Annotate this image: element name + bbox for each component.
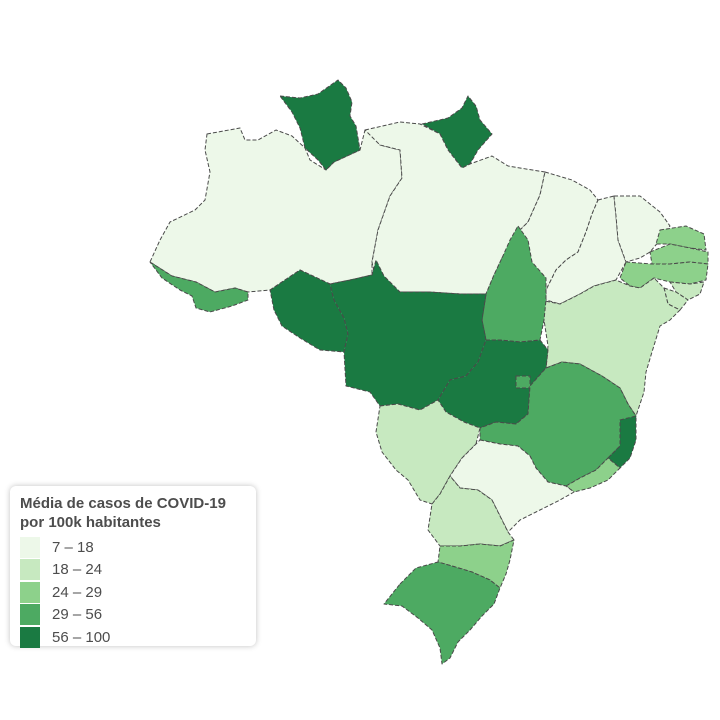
legend-title: Média de casos de COVID-19 por 100k habi… (20, 494, 246, 532)
legend-title-line1: Média de casos de COVID-19 (20, 495, 226, 512)
legend-item: 18 – 24 (20, 559, 246, 582)
legend-label: 56 – 100 (52, 628, 111, 646)
legend-item: 29 – 56 (20, 604, 246, 627)
state-rio-grande-do-sul[interactable] (383, 561, 501, 665)
state-rio-grande-do-norte[interactable] (655, 225, 707, 251)
legend-swatch (20, 559, 40, 581)
legend-swatch (20, 536, 40, 558)
legend-swatch (20, 604, 40, 626)
state-mato-grosso-do-sul[interactable] (375, 399, 481, 505)
legend-label: 18 – 24 (52, 561, 103, 579)
state-amapa[interactable] (421, 95, 493, 169)
legend-label: 24 – 29 (52, 583, 103, 601)
legend-swatch (20, 581, 40, 603)
legend-title-line2: por 100k habitantes (20, 514, 161, 531)
legend-item: 7 – 18 (20, 536, 246, 559)
state-rio-de-janeiro[interactable] (565, 457, 621, 493)
legend-item: 56 – 100 (20, 626, 246, 649)
state-roraima[interactable] (279, 79, 361, 171)
state-santa-catarina[interactable] (437, 539, 515, 589)
legend-swatch (20, 626, 40, 648)
state-espirito-santo[interactable] (607, 415, 637, 469)
legend-label: 29 – 56 (52, 606, 103, 624)
state-amazonas[interactable] (149, 127, 403, 293)
state-distrito-federal[interactable] (515, 375, 531, 389)
legend: Média de casos de COVID-19 por 100k habi… (10, 486, 256, 649)
state-ceara[interactable] (613, 195, 671, 263)
legend-label: 7 – 18 (52, 538, 94, 556)
state-rondonia[interactable] (269, 269, 349, 353)
legend-item: 24 – 29 (20, 581, 246, 604)
state-acre[interactable] (149, 261, 249, 313)
